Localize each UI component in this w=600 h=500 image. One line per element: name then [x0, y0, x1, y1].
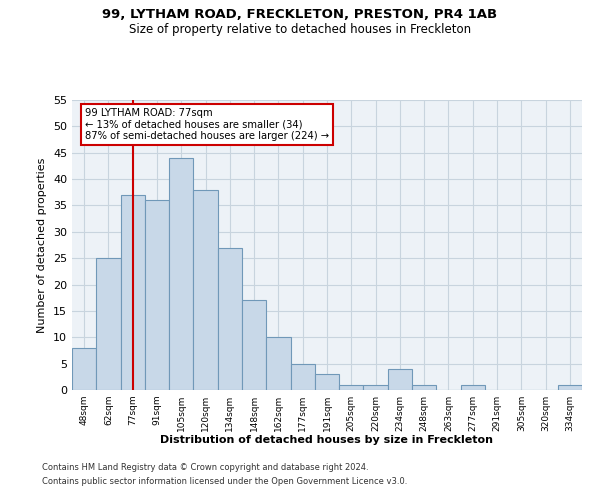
- Y-axis label: Number of detached properties: Number of detached properties: [37, 158, 47, 332]
- Bar: [558, 384, 582, 390]
- Bar: [72, 348, 96, 390]
- Text: Size of property relative to detached houses in Freckleton: Size of property relative to detached ho…: [129, 22, 471, 36]
- Bar: [169, 158, 193, 390]
- Text: Distribution of detached houses by size in Freckleton: Distribution of detached houses by size …: [161, 435, 493, 445]
- Bar: [218, 248, 242, 390]
- Bar: [388, 369, 412, 390]
- Bar: [145, 200, 169, 390]
- Text: Contains public sector information licensed under the Open Government Licence v3: Contains public sector information licen…: [42, 477, 407, 486]
- Text: 99 LYTHAM ROAD: 77sqm
← 13% of detached houses are smaller (34)
87% of semi-deta: 99 LYTHAM ROAD: 77sqm ← 13% of detached …: [85, 108, 329, 141]
- Bar: [339, 384, 364, 390]
- Bar: [193, 190, 218, 390]
- Bar: [290, 364, 315, 390]
- Bar: [266, 338, 290, 390]
- Bar: [461, 384, 485, 390]
- Text: 99, LYTHAM ROAD, FRECKLETON, PRESTON, PR4 1AB: 99, LYTHAM ROAD, FRECKLETON, PRESTON, PR…: [103, 8, 497, 20]
- Bar: [96, 258, 121, 390]
- Bar: [364, 384, 388, 390]
- Bar: [242, 300, 266, 390]
- Bar: [315, 374, 339, 390]
- Bar: [412, 384, 436, 390]
- Bar: [121, 195, 145, 390]
- Text: Contains HM Land Registry data © Crown copyright and database right 2024.: Contains HM Land Registry data © Crown c…: [42, 464, 368, 472]
